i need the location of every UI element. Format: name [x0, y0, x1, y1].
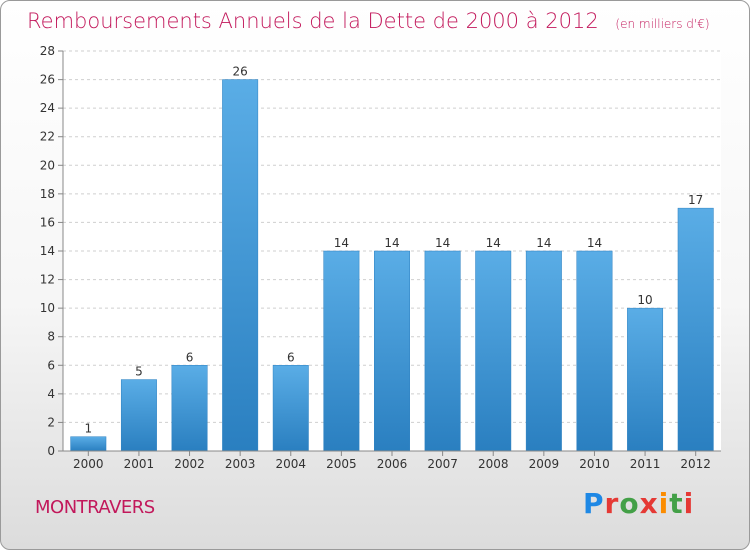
bar-value-label: 17: [688, 193, 703, 207]
x-tick-label: 2011: [630, 457, 661, 471]
bar: [475, 250, 512, 452]
bar-value-label: 14: [435, 236, 450, 250]
bar-value-label: 14: [587, 236, 602, 250]
y-tick-label: 22: [40, 130, 55, 144]
x-tick-label: 2000: [73, 457, 104, 471]
bar-value-label: 14: [384, 236, 399, 250]
y-tick-label: 4: [47, 387, 55, 401]
bar: [374, 250, 410, 452]
y-tick-label: 16: [40, 215, 55, 229]
y-tick-label: 0: [47, 444, 55, 458]
bar: [120, 379, 157, 452]
x-tick-label: 2006: [377, 457, 408, 471]
x-tick-label: 2012: [680, 457, 711, 471]
bar: [627, 307, 664, 452]
bar: [171, 365, 208, 452]
chart-title-unit: (en milliers d'€): [615, 17, 710, 31]
y-tick-label: 18: [40, 187, 55, 201]
bar-value-label: 6: [186, 350, 194, 364]
y-tick-label: 26: [40, 73, 55, 87]
bar-value-label: 14: [486, 236, 501, 250]
bar-value-label: 6: [287, 350, 295, 364]
x-tick-label: 2009: [529, 457, 560, 471]
y-tick-label: 12: [40, 273, 55, 287]
x-tick-label: 2001: [124, 457, 155, 471]
y-tick-label: 6: [47, 358, 55, 372]
bar-value-label: 14: [334, 236, 349, 250]
chart-title-text: Remboursements Annuels de la Dette de 20…: [27, 9, 599, 33]
x-tick-label: 2007: [427, 457, 458, 471]
bar-value-label: 5: [135, 365, 143, 379]
bar: [576, 250, 613, 452]
x-tick-label: 2010: [579, 457, 610, 471]
y-tick-label: 10: [40, 301, 55, 315]
y-tick-label: 8: [47, 330, 55, 344]
y-tick-label: 20: [40, 158, 55, 172]
bar: [272, 365, 309, 452]
y-tick-label: 28: [40, 44, 55, 58]
bar-value-label: 1: [84, 422, 92, 436]
chart-title: Remboursements Annuels de la Dette de 20…: [27, 9, 710, 33]
bar: [424, 250, 461, 452]
bar: [323, 250, 360, 452]
x-tick-label: 2002: [174, 457, 205, 471]
city-name: MONTRAVERS: [35, 497, 155, 518]
bar-value-label: 10: [637, 293, 652, 307]
bar: [222, 79, 259, 452]
proxiti-logo[interactable]: Proxiti: [583, 487, 695, 520]
bar-value-label: 26: [233, 65, 248, 79]
y-tick-label: 14: [40, 244, 55, 258]
y-tick-label: 2: [47, 415, 55, 429]
bar: [677, 207, 714, 452]
bar: [70, 436, 107, 452]
y-tick-label: 24: [40, 101, 55, 115]
bar: [525, 250, 562, 452]
x-tick-label: 2005: [326, 457, 357, 471]
x-tick-label: 2003: [225, 457, 256, 471]
x-tick-label: 2004: [275, 457, 306, 471]
x-tick-label: 2008: [478, 457, 509, 471]
bar-layer: 1 5 6 26 6 14 14 14 14 14 14 10 17: [70, 65, 714, 452]
bar-value-label: 14: [536, 236, 551, 250]
